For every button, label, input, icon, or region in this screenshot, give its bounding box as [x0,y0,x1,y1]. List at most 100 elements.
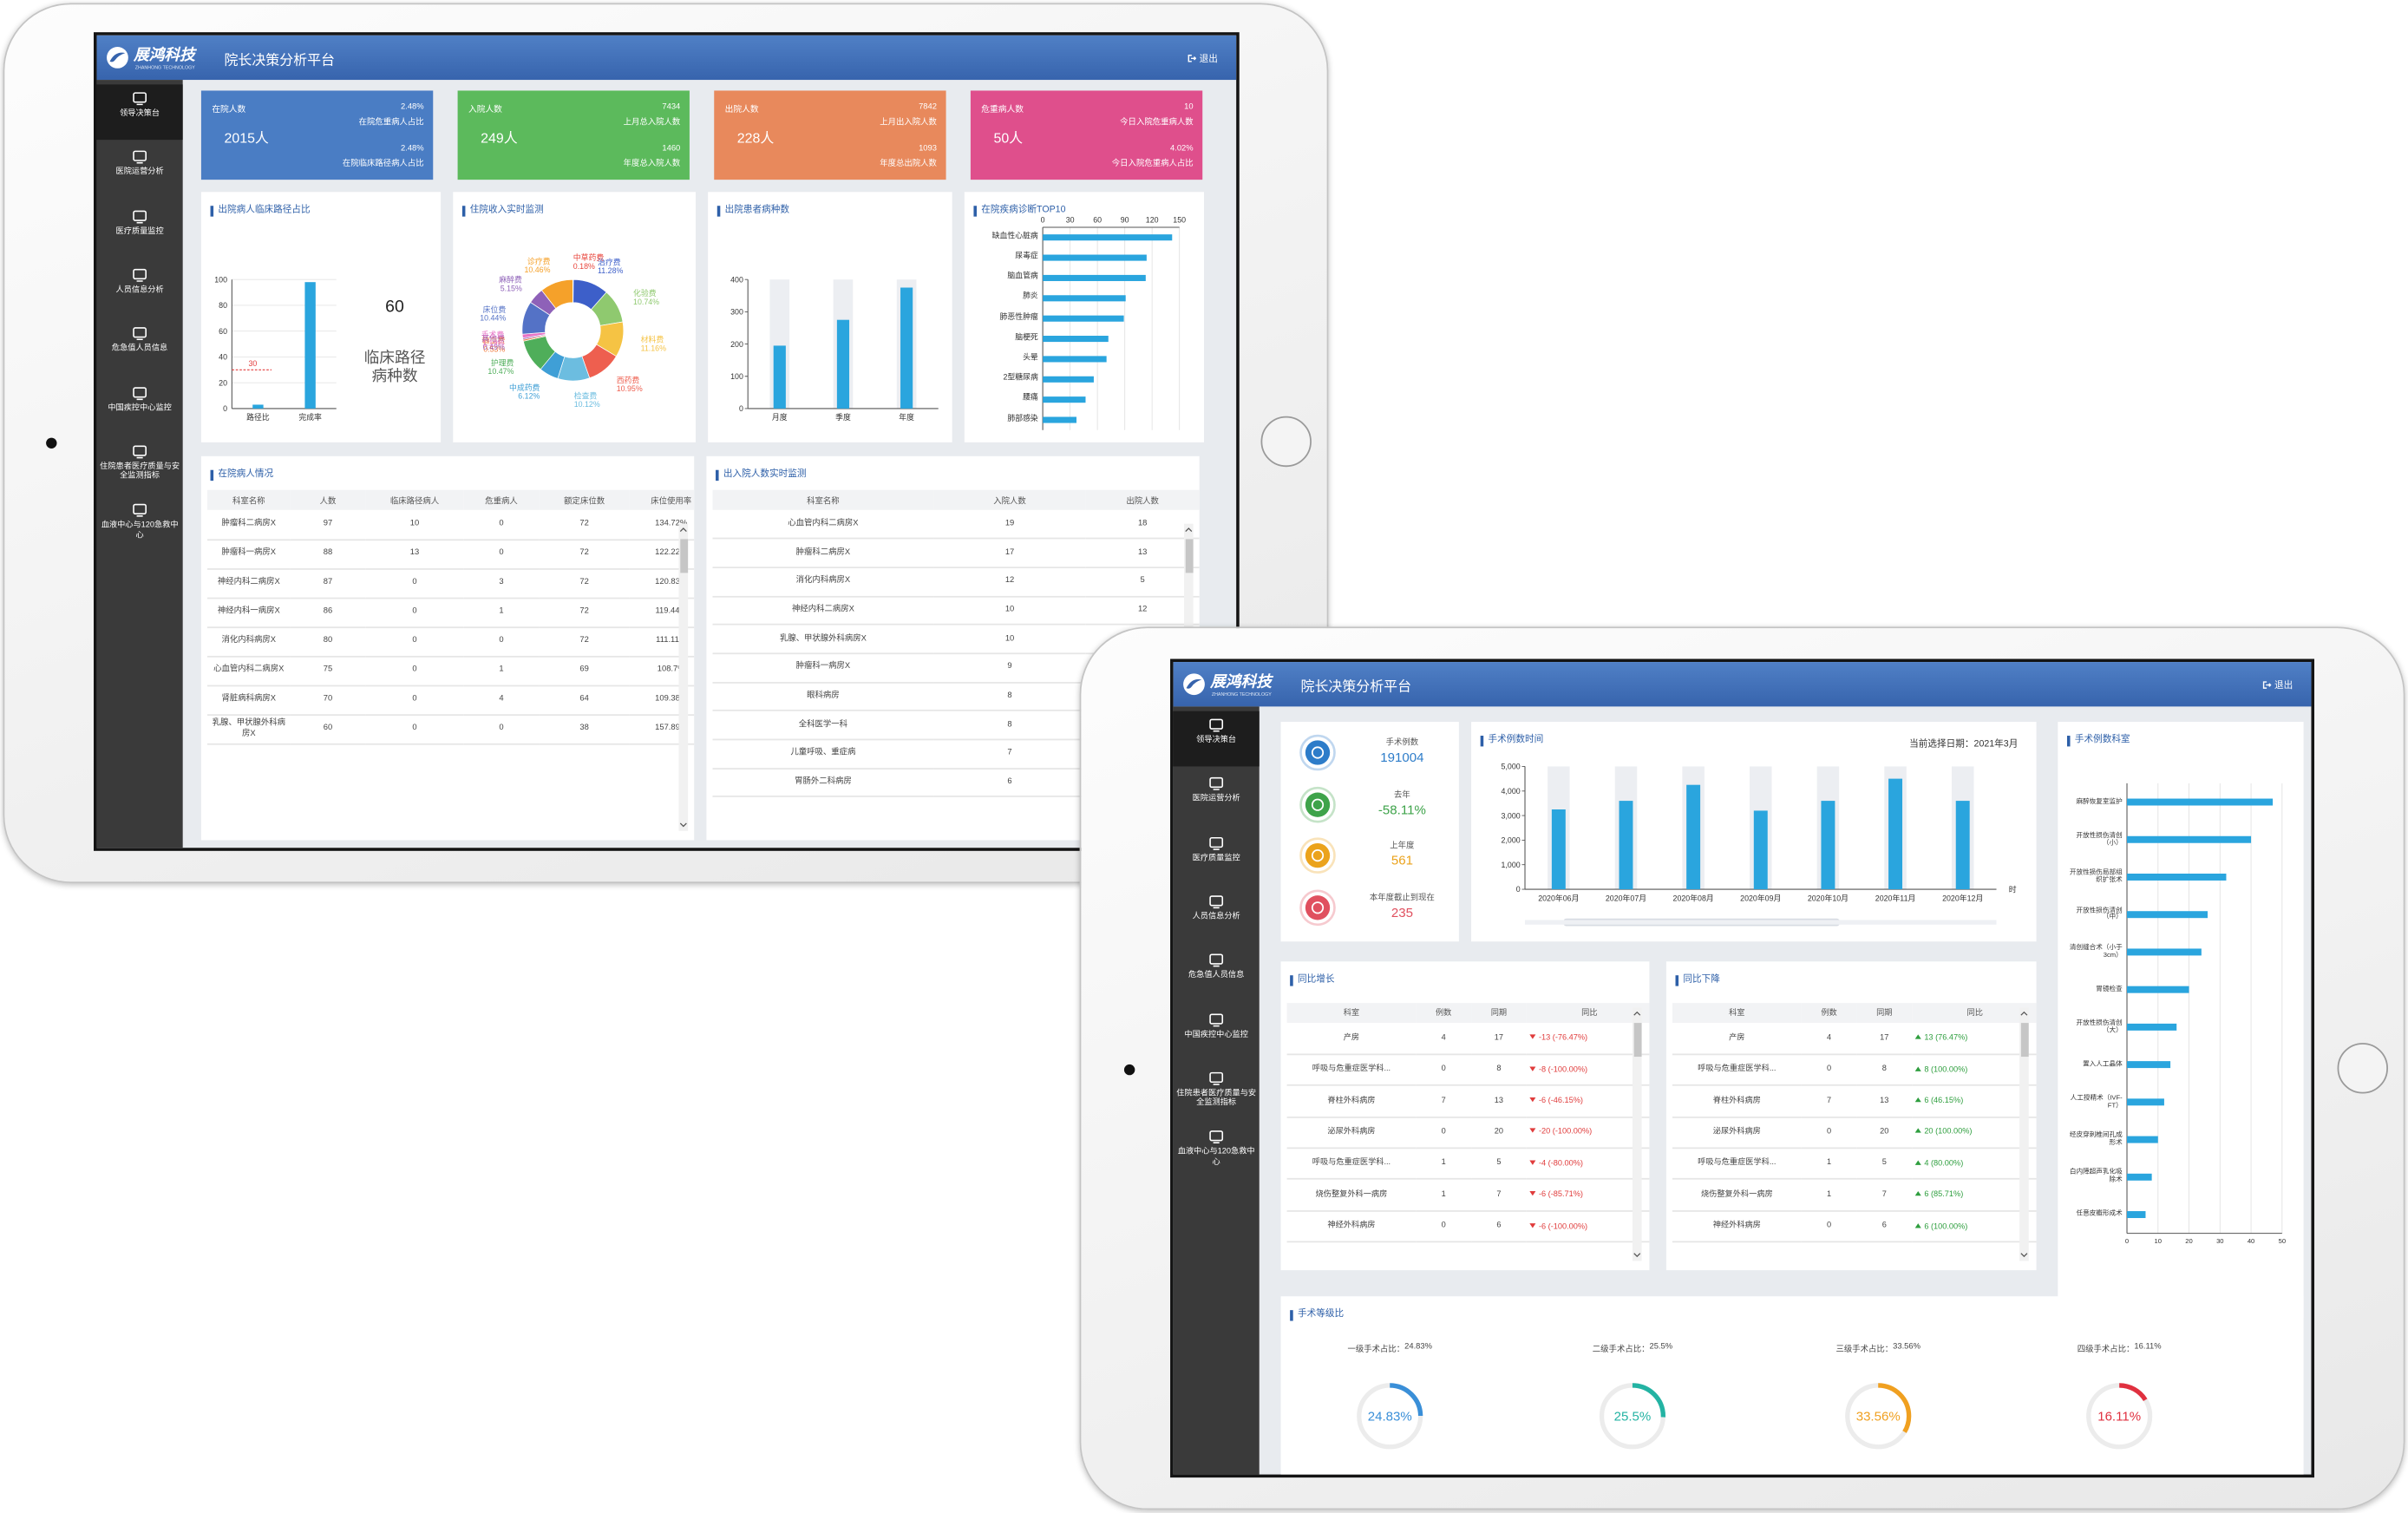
reference-label: 30 [248,359,257,368]
change-cell: -20 (-100.00%) [1527,1117,1650,1148]
menu-item[interactable]: 危急值人员信息 [1174,946,1260,1002]
scroll-thumb[interactable] [679,539,688,573]
change-arrow [1529,1160,1536,1165]
table-cell: 3 [499,577,504,587]
scroll-thumb[interactable] [2019,1023,2028,1058]
icon-disc [1305,843,1331,868]
menu-icon [133,209,147,223]
table-row: 脊柱外科病房 7 13 -6 (-46.15%) [1286,1085,1650,1117]
x-tick-label: 20 [2185,1237,2192,1245]
icon-shape [133,209,147,221]
x-tick-label: 0 [2125,1237,2129,1245]
table-cell: 9 [1007,662,1012,672]
table-cell: 1 [1441,1189,1446,1200]
menu-item[interactable]: 领导决策台 [1173,711,1260,767]
bar [1043,295,1126,302]
date-picker[interactable]: 当前选择日期： 2021年3月 [1909,736,2018,750]
change-value: -8 (-100.00%) [1538,1064,1588,1075]
menu-item[interactable]: 医疗质量监控 [1174,829,1260,884]
table-row: 消化内科病房X 80 0 0 72 111.11% [207,626,695,656]
change-cell: -13 (-76.47%) [1527,1023,1650,1054]
panel-title: 出入院人数实时监测 [723,469,807,480]
icon-glyph [1311,901,1325,914]
chart-svg: 0 30 60 90 120 150 [1041,216,1186,430]
y-tick-label: 开放性损伤清创（中） [2076,905,2123,921]
gauge: 25.5% [1599,1383,1666,1450]
menu-item[interactable]: 中国疾控中心监控 [97,378,183,434]
brand-english: ZHANHONG TECHNOLOGY [134,64,195,71]
table-cell: 神经外科病房 [1327,1221,1376,1231]
scroll-thumb[interactable] [1633,1023,1641,1058]
icon-shape [133,327,147,338]
column-header: 科室 [1343,1009,1360,1018]
menu-icon [133,92,147,106]
change-cell: 6 (100.00%) [1912,1211,2036,1242]
table-cell: 产房 [1343,1032,1360,1043]
menu-item[interactable]: 医院运营分析 [97,143,183,199]
card-title: 出院人数 [724,106,759,115]
table-cell: 8 [1496,1064,1502,1074]
menu-label: 住院患者医疗质量与安全监测指标 [100,462,180,481]
table-cell: 7 [1496,1189,1502,1200]
stat-label: 去年 [1393,790,1410,800]
table-cell: 6 [1496,1221,1502,1231]
menu-item[interactable]: 住院患者医疗质量与安全监测指标 [1174,1064,1260,1120]
menu-item[interactable]: 中国疾控中心监控 [1174,1005,1260,1061]
column-header: 同比 [1966,1009,1983,1018]
icon-shape [1209,1012,1224,1024]
x-tick-label: 2020年09月 [1740,893,1781,902]
menu-item[interactable]: 医院运营分析 [1174,770,1260,826]
table-cell: 20 [1880,1127,1889,1137]
y-tick-label: 肺恶性肿瘤 [999,312,1038,322]
scroll-thumb[interactable] [1184,539,1193,573]
change-arrow [1529,1034,1536,1039]
menu-item[interactable]: 人员信息分析 [1174,887,1260,943]
change-cell: 8 (100.00%) [1912,1054,2036,1085]
chart-panel: 住院收入实时监测 中草药费 0.18% 治疗费 11.28% 化验费 10.74% 材料费 11… [453,192,696,442]
logout-button[interactable]: 退出 [2262,678,2293,691]
menu-item[interactable]: 住院患者医疗质量与安全监测指标 [97,437,183,493]
chart-panel: 出院患者病种数 0 100 200 300 400 月度 季度 年度 [708,192,952,442]
slice-name: 西药费 [617,376,640,385]
table-row: 神经外科病房 0 6 -6 (-100.00%) [1286,1211,1650,1242]
panel-title: 在院疾病诊断TOP10 [981,206,1066,215]
menu-item[interactable]: 危急值人员信息 [97,320,183,376]
y-tick-label: 置入人工晶体 [2083,1058,2123,1067]
y-tick-label: 2,000 [1502,836,1521,845]
header-row: 科室 例数 同期 同比 [1672,1003,2037,1024]
icon-shape [1209,1130,1224,1142]
table-cell: 5 [1140,576,1145,586]
arrow-glyph [1914,1097,1921,1103]
bar [1043,416,1076,423]
title-marker [1290,1310,1292,1321]
zoom-track [1525,920,1997,925]
y-tick-label: 肺部感染 [1007,414,1038,423]
slice-name: 中成药费 [509,383,540,392]
slice-label: 10.44% [480,314,506,323]
change-value: -6 (-85.71%) [1538,1190,1584,1200]
menu-item[interactable]: 领导决策台 [96,84,183,141]
bar [252,404,264,409]
menu-item[interactable]: 医疗质量监控 [97,202,183,258]
platform-title: 院长决策分析平台 [224,52,335,68]
icon-ring [1299,734,1336,771]
stat-card: 在院人数 2015人 2.48% 在院危重病人占比 2.48% 在院临床路径病人占比 [200,90,434,180]
change-cell: 20 (100.00%) [1912,1117,2036,1148]
table-cell: 97 [323,519,333,528]
table-panel: 同比增长 科室 例数 同期 同比 产房 4 17 -13 (-76.47%) 呼吸与危重症医学科.… [1280,961,1650,1271]
menu-item[interactable]: 血液中心与120急救中心 [97,496,183,552]
card-row-value: 7842 [919,102,937,113]
slice-label: 11.16% [641,344,666,352]
slice-label: 10.46% [524,265,550,274]
change-arrow [1529,1222,1536,1228]
menu-icon [1209,1130,1224,1144]
x-tick-label: 2020年07月 [1606,893,1646,902]
header-bar: 展鸿科技 ZHANHONG TECHNOLOGY 院长决策分析平台 退出 [1173,662,2312,707]
y-tick-label: 300 [730,308,743,317]
menu-item[interactable]: 人员信息分析 [97,261,183,317]
table-row: 呼吸与危重症医学科... 1 5 -4 (-80.00%) [1286,1148,1650,1180]
menu-item[interactable]: 血液中心与120急救中心 [1174,1123,1260,1178]
logout-button[interactable]: 退出 [1187,50,1218,64]
table-cell: 18 [1137,518,1148,528]
bar [2127,986,2189,993]
